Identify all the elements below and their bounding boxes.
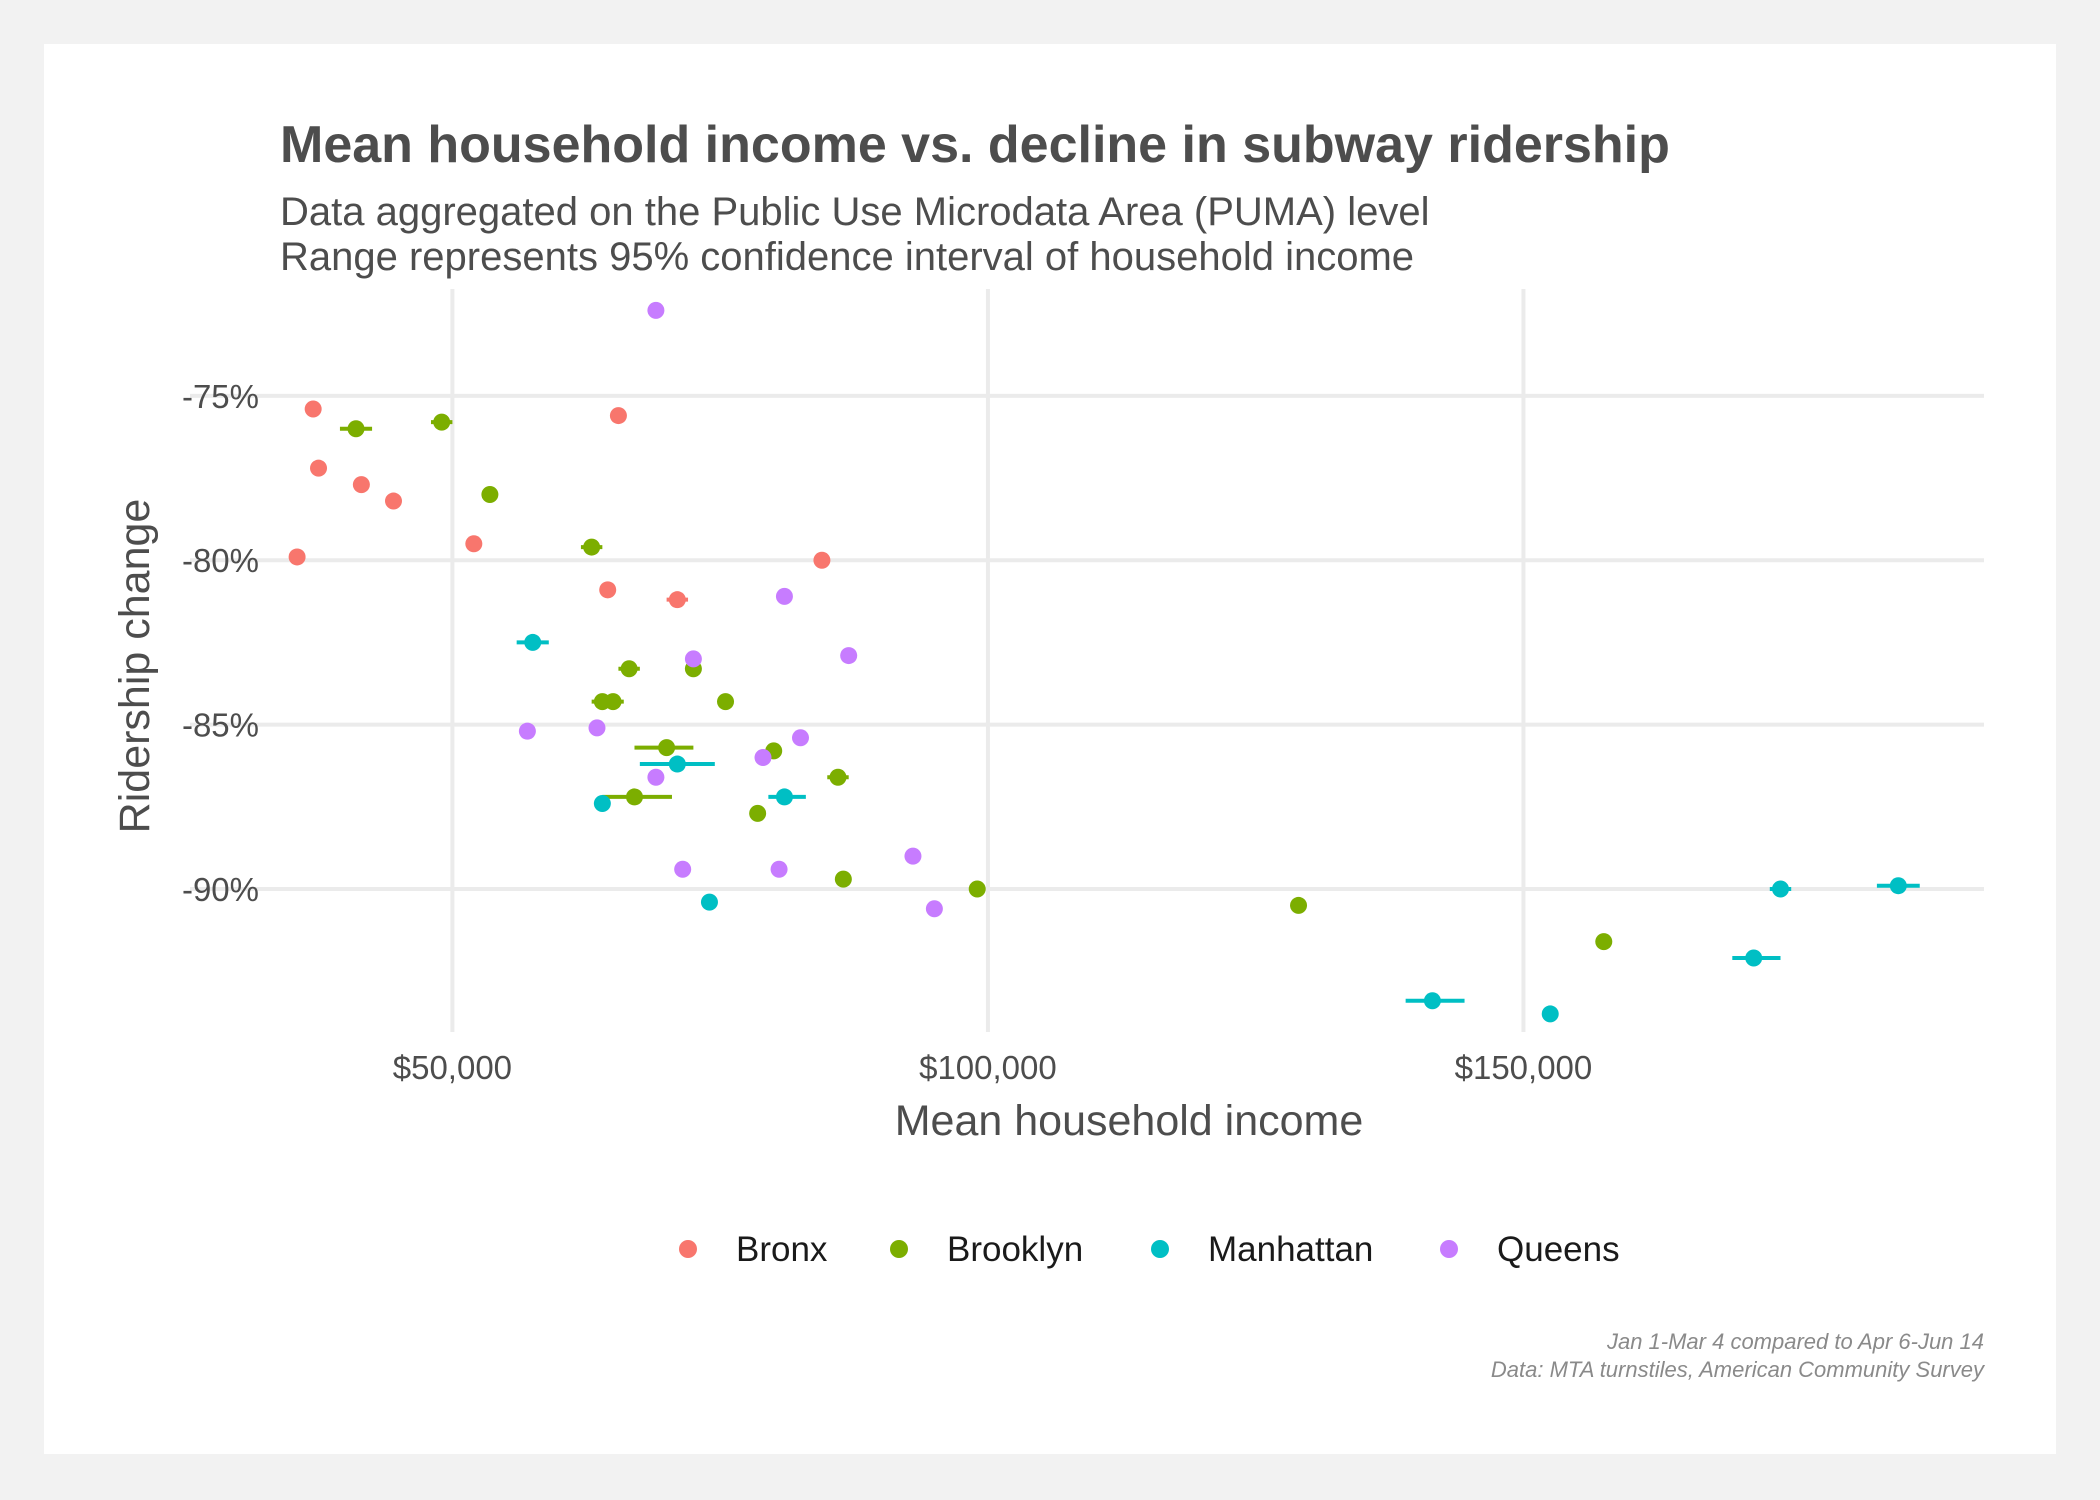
x-tick-label: $100,000	[919, 1049, 1057, 1086]
data-point	[384, 492, 402, 510]
data-point	[524, 633, 542, 651]
data-point	[288, 548, 306, 566]
data-point	[481, 485, 499, 503]
data-point	[775, 788, 793, 806]
data-point	[352, 476, 370, 494]
x-tick-label: $150,000	[1455, 1049, 1593, 1086]
data-point	[304, 400, 322, 418]
data-point	[518, 722, 536, 740]
data-point	[1745, 949, 1763, 967]
legend-key	[1440, 1240, 1458, 1258]
chart-subtitle-line-1: Data aggregated on the Public Use Microd…	[280, 190, 1429, 234]
caption-line-1: Jan 1-Mar 4 compared to Apr 6-Jun 14	[1606, 1329, 1984, 1354]
data-point	[1889, 877, 1907, 895]
x-tick-label: $50,000	[393, 1049, 512, 1086]
data-point	[968, 880, 986, 898]
legend-key	[890, 1240, 908, 1258]
data-point	[834, 870, 852, 888]
data-point	[717, 693, 735, 711]
data-point	[620, 660, 638, 678]
data-point	[347, 420, 365, 438]
data-point	[791, 729, 809, 747]
y-tick-label: -75%	[182, 378, 259, 415]
data-point	[700, 893, 718, 911]
gridlines	[190, 289, 1984, 1032]
data-point	[1290, 896, 1308, 914]
data-point	[433, 413, 451, 431]
data-point	[925, 900, 943, 918]
legend-key	[1151, 1240, 1169, 1258]
data-point	[684, 650, 702, 668]
data-point	[647, 768, 665, 786]
chart-card: Mean household income vs. decline in sub…	[44, 44, 2056, 1454]
data-point	[658, 739, 676, 757]
data-point	[754, 748, 772, 766]
data-point	[829, 768, 847, 786]
legend-label: Manhattan	[1208, 1230, 1373, 1269]
data-points	[288, 301, 1907, 1023]
data-point	[770, 860, 788, 878]
data-point	[604, 693, 622, 711]
scatter-chart: Mean household income vs. decline in sub…	[111, 116, 1986, 1382]
data-point	[310, 459, 328, 477]
data-point	[840, 647, 858, 665]
data-point	[593, 795, 611, 813]
data-point	[609, 407, 627, 425]
y-tick-label: -90%	[182, 871, 259, 908]
data-point	[775, 587, 793, 605]
data-point	[749, 804, 767, 822]
data-point	[904, 847, 922, 865]
data-point	[588, 719, 606, 737]
legend-label: Bronx	[736, 1230, 828, 1269]
data-point	[1772, 880, 1790, 898]
caption-line-2: Data: MTA turnstiles, American Community…	[1491, 1357, 1986, 1382]
x-axis-title: Mean household income	[895, 1097, 1364, 1145]
data-point	[674, 860, 692, 878]
y-tick-label: -80%	[182, 542, 259, 579]
legend-label: Queens	[1497, 1230, 1620, 1269]
data-point	[1541, 1005, 1559, 1023]
y-axis-tick-labels: -75% -80% -85% -90%	[182, 378, 259, 908]
data-point	[465, 535, 483, 553]
legend-key	[679, 1240, 697, 1258]
chart-subtitle-line-2: Range represents 95% confidence interval…	[280, 235, 1414, 279]
data-point	[668, 755, 686, 773]
data-point	[1595, 933, 1613, 951]
data-point	[599, 581, 617, 599]
y-tick-label: -85%	[182, 707, 259, 744]
legend: Bronx Brooklyn Manhattan Queens	[679, 1230, 1620, 1269]
data-point	[813, 551, 831, 569]
chart-title: Mean household income vs. decline in sub…	[280, 116, 1670, 174]
y-axis-title: Ridership change	[111, 499, 159, 834]
data-point	[583, 538, 601, 556]
x-axis-tick-labels: $50,000 $100,000 $150,000	[393, 1049, 1593, 1086]
error-bars	[339, 420, 1920, 1003]
data-point	[668, 591, 686, 609]
data-point	[647, 301, 665, 319]
data-point	[625, 788, 643, 806]
legend-label: Brooklyn	[947, 1230, 1083, 1269]
data-point	[1423, 992, 1441, 1010]
